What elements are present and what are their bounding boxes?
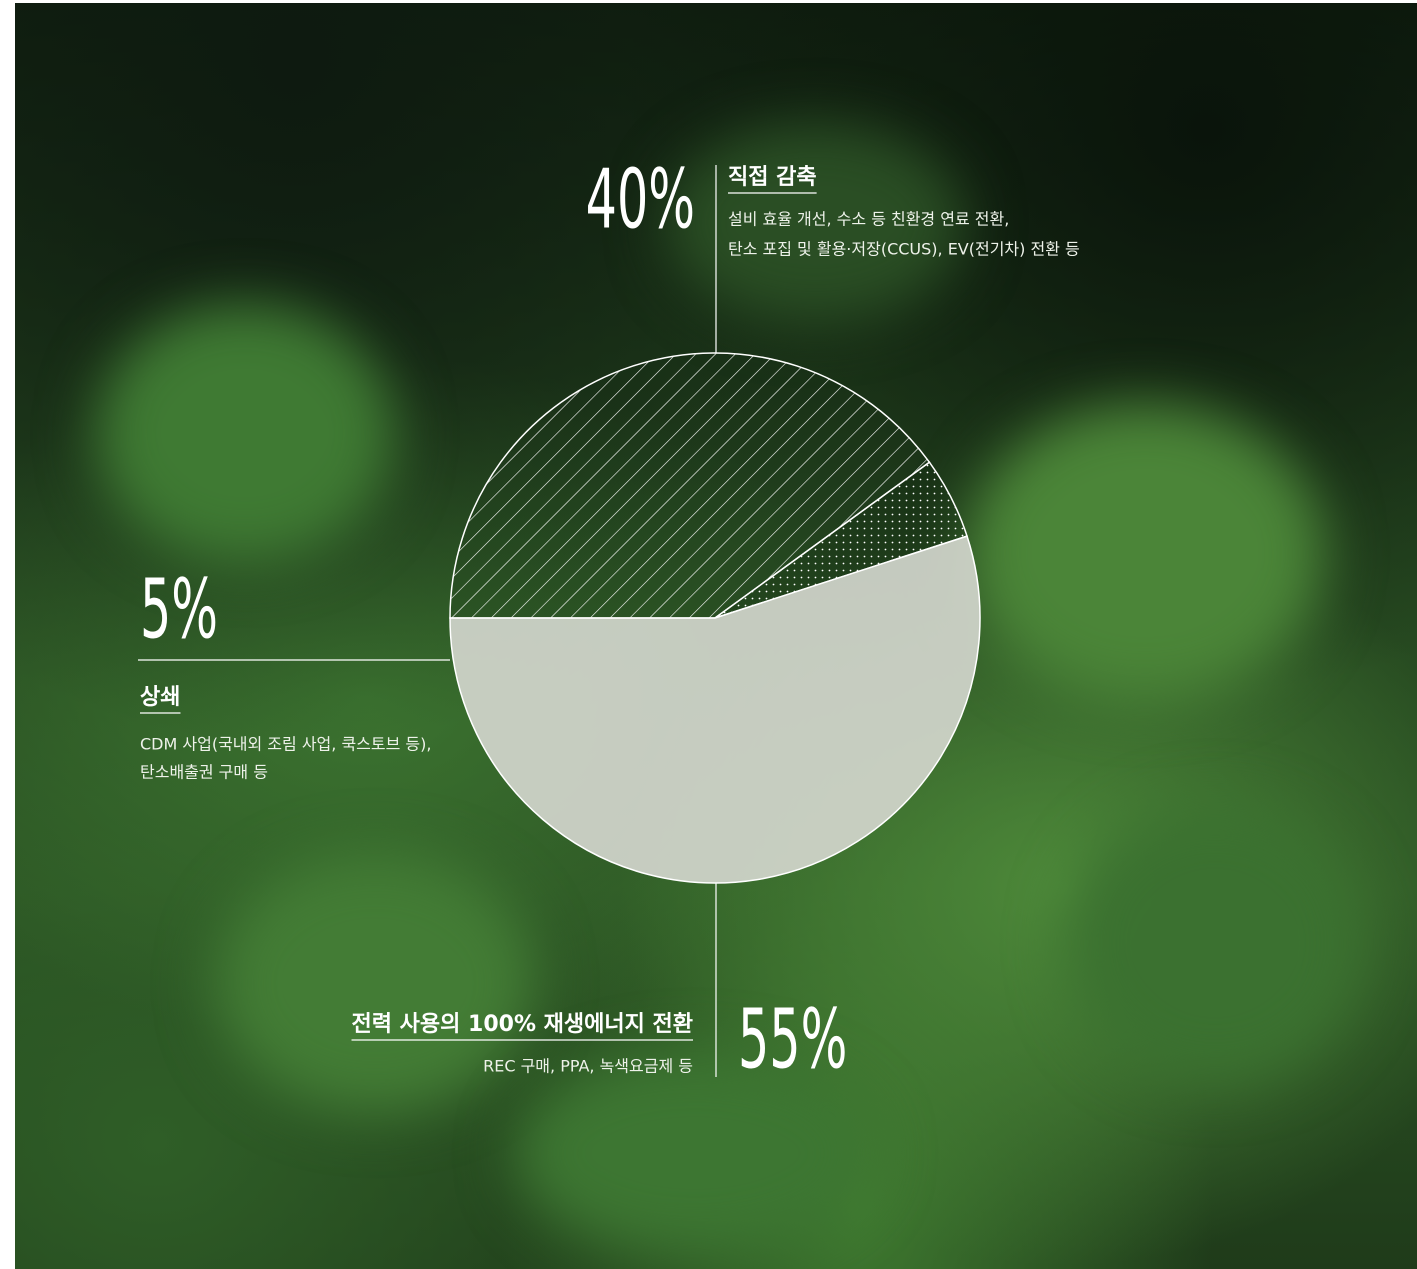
slice-description: 설비 효율 개선, 수소 등 친환경 연료 전환, (728, 210, 1009, 229)
foliage (1065, 803, 1365, 1083)
foliage (665, 123, 965, 323)
slice-description: REC 구매, PPA, 녹색요금제 등 (483, 1057, 693, 1076)
value-label: 55% (738, 991, 847, 1087)
slice-title: 전력 사용의 100% 재생에너지 전환 (352, 1012, 693, 1037)
value-label: 5% (140, 561, 218, 657)
foliage (515, 1053, 875, 1253)
slice-description: 탄소 포집 및 활용·저장(CCUS), EV(전기차) 전환 등 (728, 240, 1080, 259)
slice-title: 상쇄 (140, 685, 180, 710)
slice-title: 직접 감축 (728, 165, 817, 190)
slice-description: 탄소배출권 구매 등 (140, 763, 268, 782)
pie-slice (449, 352, 931, 619)
foliage (95, 303, 395, 563)
slice-description: CDM 사업(국내외 조림 사업, 쿡스토브 등), (140, 735, 431, 754)
value-label: 40% (586, 151, 695, 247)
foliage (215, 853, 535, 1113)
foliage (965, 403, 1325, 703)
pie-slice (449, 535, 981, 884)
